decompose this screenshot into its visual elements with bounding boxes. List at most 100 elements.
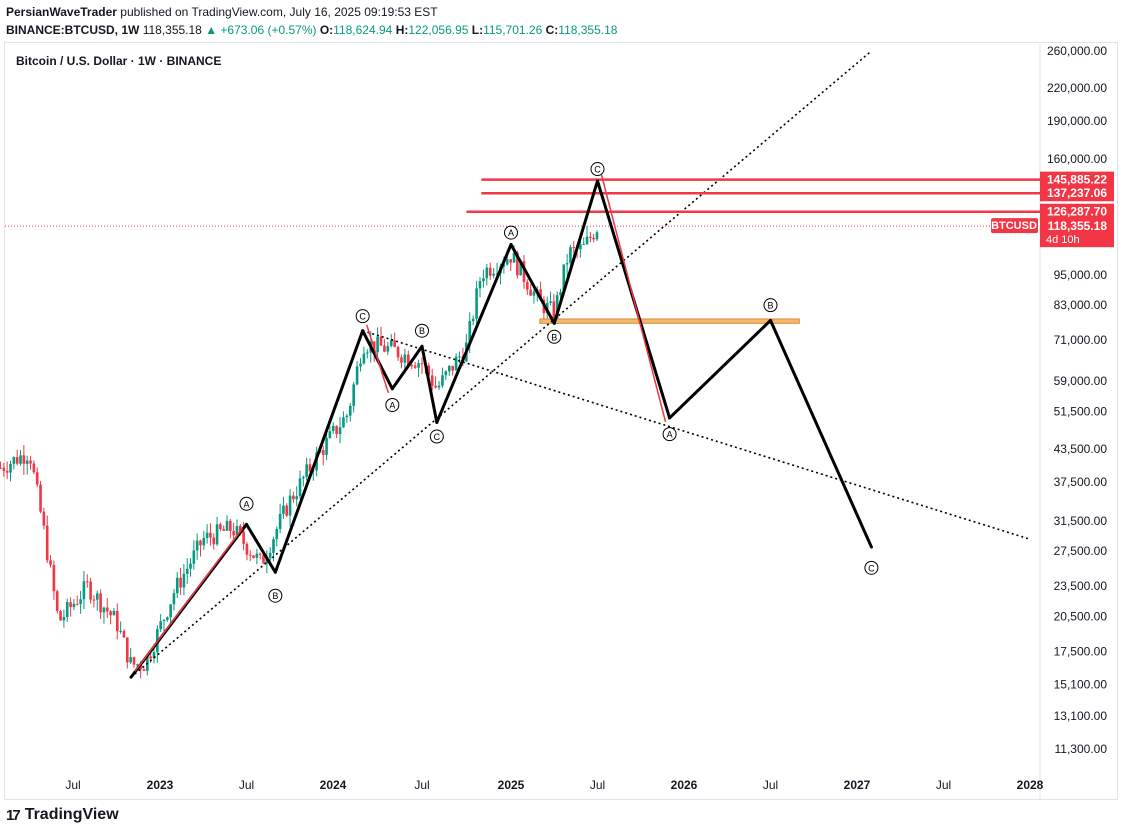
trend-line (362, 329, 1031, 540)
candle-body (444, 371, 448, 376)
wave-label: C (868, 563, 875, 573)
wave-label-circle (864, 560, 879, 575)
wave-label: B (767, 301, 773, 311)
level-price-tag (1040, 185, 1114, 202)
wave-subleg (365, 324, 390, 394)
publish-line: PersianWaveTrader published on TradingVi… (6, 5, 438, 19)
candle-body (417, 363, 420, 368)
candle-body (403, 354, 407, 363)
candle-body (376, 336, 379, 353)
wave-label-circle (239, 496, 254, 511)
high-value: 122,056.95 (408, 23, 469, 37)
y-tick-label: 220,000.00 (1047, 81, 1107, 95)
candle-body (2, 467, 6, 471)
candle-body (172, 593, 176, 605)
candle-body (529, 289, 532, 296)
wave-segment (769, 318, 873, 549)
author-name[interactable]: PersianWaveTrader (6, 5, 117, 19)
candle-body (92, 599, 96, 601)
wave-segment (390, 344, 424, 391)
candle-body (229, 520, 232, 531)
candle-body (592, 237, 595, 240)
candle-body (458, 356, 461, 358)
candle-body (447, 365, 451, 372)
wave-label: A (389, 400, 395, 410)
candle-body (328, 431, 332, 438)
y-tick-label: 20,500.00 (1054, 609, 1108, 623)
candle-body (202, 537, 206, 546)
candle-body (132, 657, 136, 665)
candle-body (437, 385, 441, 388)
x-tick-label: 2025 (498, 778, 525, 792)
candle-body (285, 505, 289, 516)
candle-body (72, 603, 76, 608)
candle-body (15, 457, 19, 464)
candle-body (386, 345, 390, 352)
candle-body (19, 455, 22, 464)
candle-body (99, 593, 102, 613)
chart-frame (4, 42, 1118, 800)
candle-body (359, 363, 362, 367)
wave-label: B (419, 326, 425, 336)
candle-body (362, 353, 366, 364)
x-tick-label: Jul (936, 778, 951, 792)
candle-body (49, 560, 52, 565)
x-tick-label: Jul (65, 778, 80, 792)
support-zone (539, 318, 800, 324)
candle-body (559, 292, 562, 296)
candle-body (532, 291, 536, 296)
candle-body (225, 520, 229, 531)
candle-body (112, 610, 116, 616)
candle-body (585, 236, 589, 244)
candle-body (430, 375, 434, 386)
candle-body (552, 301, 556, 320)
candle-body (179, 577, 182, 588)
candle-body (352, 384, 355, 406)
candle-body (589, 236, 592, 238)
candle-body (471, 318, 475, 322)
y-tick-label: 23,500.00 (1054, 579, 1108, 593)
candle-body (215, 524, 219, 545)
y-tick-label: 59,000.00 (1054, 374, 1108, 388)
candle-body (126, 637, 129, 663)
candle-body (282, 505, 285, 514)
wave-label-circle (547, 329, 562, 344)
candle-body (258, 553, 262, 555)
candle-body (52, 564, 56, 592)
candle-body (519, 261, 522, 276)
candle-body (272, 539, 275, 553)
wave-label: B (551, 332, 557, 342)
candle-body (22, 455, 26, 464)
candle-body (506, 259, 509, 265)
candle-body (182, 573, 186, 588)
candle-body (509, 259, 513, 263)
wave-label: A (243, 499, 249, 509)
candle-body (238, 526, 242, 532)
y-tick-label: 83,000.00 (1054, 298, 1108, 312)
wave-segment (552, 179, 599, 325)
x-tick-label: 2023 (147, 778, 174, 792)
current-price-tag (1040, 217, 1114, 248)
level-price-tag (1040, 203, 1114, 220)
candle-body (79, 599, 82, 605)
candle-body (82, 581, 86, 600)
candle-body (454, 356, 458, 371)
footer-brand[interactable]: 17 TradingView (6, 806, 119, 824)
candle-body (539, 289, 542, 300)
candle-body (478, 281, 482, 289)
chart-legend: Bitcoin / U.S. Dollar · 1W · BINANCE (16, 54, 222, 68)
candle-body (205, 532, 209, 538)
level-price-label: 137,237.06 (1047, 186, 1107, 200)
candle-body (232, 530, 235, 536)
price-change: ▲ +673.06 (+0.57%) (205, 23, 317, 37)
candle-body (175, 577, 179, 594)
brand-name: TradingView (24, 806, 119, 823)
wave-segment (509, 243, 556, 325)
candle-body (485, 267, 489, 279)
y-tick-label: 160,000.00 (1047, 152, 1107, 166)
candle-body (345, 415, 349, 418)
candle-body (169, 604, 172, 618)
candle-body (39, 484, 42, 512)
candle-body (302, 476, 305, 479)
